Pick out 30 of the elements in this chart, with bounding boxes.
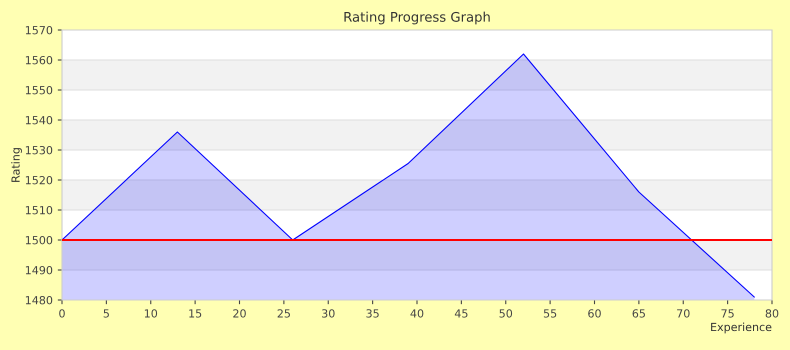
chart-title: Rating Progress Graph bbox=[344, 12, 490, 24]
x-tick-label: 35 bbox=[366, 309, 379, 318]
x-tick-label: 5 bbox=[104, 309, 109, 318]
y-tick-label: 1490 bbox=[26, 266, 52, 274]
x-tick-label: 15 bbox=[189, 309, 202, 318]
x-tick-label: 60 bbox=[588, 309, 601, 318]
x-tick-label: 0 bbox=[59, 309, 65, 318]
x-tick-label: 30 bbox=[322, 309, 335, 318]
x-tick-label: 75 bbox=[721, 309, 734, 318]
y-tick-label: 1570 bbox=[26, 26, 52, 34]
x-tick-label: 40 bbox=[410, 309, 424, 318]
y-axis-title: Rating bbox=[11, 148, 22, 182]
y-tick-label: 1540 bbox=[26, 116, 52, 124]
x-tick-label: 65 bbox=[632, 309, 645, 318]
x-tick-label: 55 bbox=[544, 309, 556, 318]
y-tick-label: 1520 bbox=[26, 176, 52, 184]
x-tick-label: 25 bbox=[278, 309, 290, 318]
x-axis-title: Experience bbox=[711, 322, 772, 334]
x-tick-label: 80 bbox=[766, 309, 778, 318]
y-tick-label: 1500 bbox=[26, 236, 52, 244]
y-tick-label: 1480 bbox=[26, 296, 52, 304]
y-tick-label: 1510 bbox=[26, 206, 52, 214]
x-tick-label: 10 bbox=[144, 309, 158, 318]
x-tick-label: 20 bbox=[233, 309, 246, 318]
x-tick-label: 50 bbox=[500, 309, 512, 318]
y-tick-label: 1530 bbox=[26, 146, 52, 154]
y-tick-label: 1550 bbox=[26, 86, 52, 94]
y-tick-label: 1560 bbox=[26, 56, 52, 64]
x-tick-label: 70 bbox=[677, 309, 690, 318]
x-tick-label: 45 bbox=[454, 309, 468, 318]
